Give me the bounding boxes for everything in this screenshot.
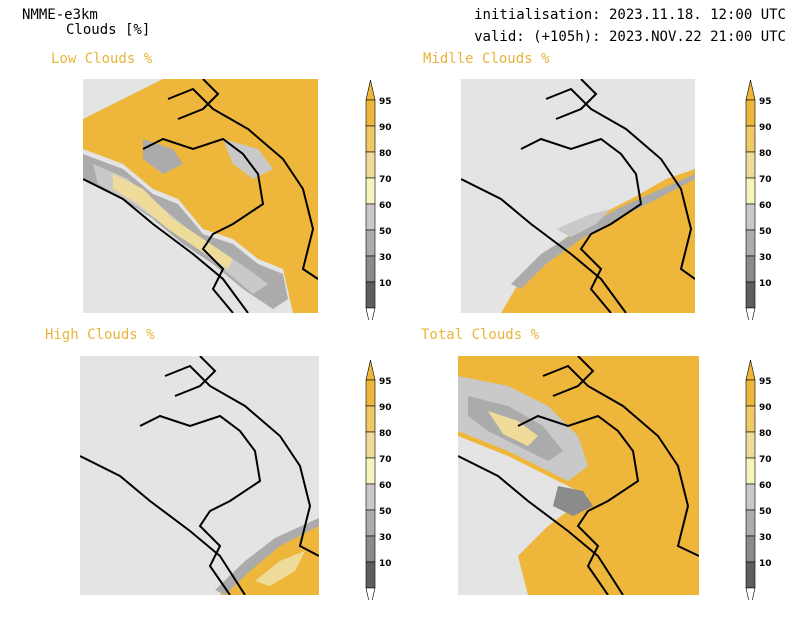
colorbar-box — [365, 405, 376, 433]
colorbar-label: 95 — [379, 377, 392, 387]
colorbar-box — [745, 177, 756, 205]
colorbar-box — [365, 281, 376, 309]
colorbar-label: 70 — [759, 455, 772, 465]
colorbar-bottom-triangle — [745, 587, 756, 600]
colorbar-middle: 95 90 80 70 60 50 30 10 — [745, 80, 772, 320]
colorbar-label: 30 — [379, 533, 392, 543]
colorbar-top-triangle — [745, 360, 756, 381]
colorbar-label: 80 — [379, 429, 392, 439]
colorbar-label: 60 — [759, 481, 772, 491]
colorbar-box — [365, 431, 376, 459]
colorbar-label: 90 — [759, 123, 772, 133]
initialisation-time: initialisation: 2023.11.18. 12:00 UTC — [474, 7, 786, 23]
colorbar-label: 50 — [379, 227, 392, 237]
colorbar-label: 95 — [379, 97, 392, 107]
colorbar-label: 30 — [379, 253, 392, 263]
colorbar-box — [365, 203, 376, 231]
colorbar-box — [745, 281, 756, 309]
colorbar-box — [365, 229, 376, 257]
colorbar-label: 30 — [759, 533, 772, 543]
colorbar-label: 90 — [379, 403, 392, 413]
colorbar-box — [365, 125, 376, 153]
model-name: NMME-e3km — [22, 7, 98, 23]
high-clouds-map — [80, 356, 319, 595]
colorbar-label: 30 — [759, 253, 772, 263]
colorbar-label: 10 — [379, 279, 392, 289]
colorbar-label: 90 — [759, 403, 772, 413]
valid-time: valid: (+105h): 2023.NOV.22 21:00 UTC — [474, 29, 786, 45]
colorbar-label: 80 — [759, 149, 772, 159]
colorbar-label: 50 — [379, 507, 392, 517]
colorbar-label: 50 — [759, 227, 772, 237]
colorbar-box — [365, 561, 376, 589]
middle-clouds-map — [461, 79, 695, 313]
colorbar-label: 70 — [759, 175, 772, 185]
colorbar-label: 60 — [379, 201, 392, 211]
colorbar-label: 60 — [759, 201, 772, 211]
colorbar-box — [745, 125, 756, 153]
panel-title-total: Total Clouds % — [421, 327, 540, 343]
colorbar-box — [745, 379, 756, 407]
colorbar-top-triangle — [365, 360, 376, 381]
colorbar-label: 70 — [379, 175, 392, 185]
colorbar-label: 95 — [759, 377, 772, 387]
colorbar-box — [365, 379, 376, 407]
colorbar-box — [365, 255, 376, 283]
colorbar-box — [745, 561, 756, 589]
colorbar-box — [745, 203, 756, 231]
colorbar-bottom-triangle — [745, 307, 756, 320]
colorbar-box — [745, 509, 756, 537]
colorbar-box — [745, 431, 756, 459]
colorbar-box — [365, 457, 376, 485]
colorbar-box — [745, 255, 756, 283]
colorbar-total: 95 90 80 70 60 50 30 10 — [745, 360, 772, 600]
colorbar-top-triangle — [745, 80, 756, 101]
colorbar-box — [365, 151, 376, 179]
panel-title-low: Low Clouds % — [51, 51, 153, 67]
panel-title-middle: Midlle Clouds % — [423, 51, 550, 67]
colorbar-box — [745, 229, 756, 257]
colorbar-bottom-triangle — [365, 587, 376, 600]
colorbar-bottom-triangle — [365, 307, 376, 320]
colorbar-label: 10 — [759, 559, 772, 569]
colorbar-label: 60 — [379, 481, 392, 491]
colorbar-box — [745, 405, 756, 433]
colorbar-label: 10 — [759, 279, 772, 289]
total-clouds-map — [458, 356, 699, 595]
colorbar-box — [365, 535, 376, 563]
colorbar-box — [745, 151, 756, 179]
colorbar-top-triangle — [365, 80, 376, 101]
colorbar-box — [745, 457, 756, 485]
colorbar-box — [365, 177, 376, 205]
low-clouds-map — [83, 79, 318, 313]
colorbar-box — [745, 99, 756, 127]
panel-title-high: High Clouds % — [45, 327, 155, 343]
colorbar-label: 90 — [379, 123, 392, 133]
colorbar-box — [365, 99, 376, 127]
colorbar-box — [365, 483, 376, 511]
colorbar-label: 80 — [759, 429, 772, 439]
colorbar-box — [365, 509, 376, 537]
colorbar-box — [745, 483, 756, 511]
colorbar-label: 95 — [759, 97, 772, 107]
colorbar-label: 70 — [379, 455, 392, 465]
colorbar-label: 50 — [759, 507, 772, 517]
colorbar-label: 10 — [379, 559, 392, 569]
variable-name: Clouds [%] — [66, 22, 151, 38]
colorbar-label: 80 — [379, 149, 392, 159]
colorbar-box — [745, 535, 756, 563]
colorbar-low: 95 90 80 70 60 50 30 10 — [365, 80, 392, 320]
colorbar-high: 95 90 80 70 60 50 30 10 — [365, 360, 392, 600]
